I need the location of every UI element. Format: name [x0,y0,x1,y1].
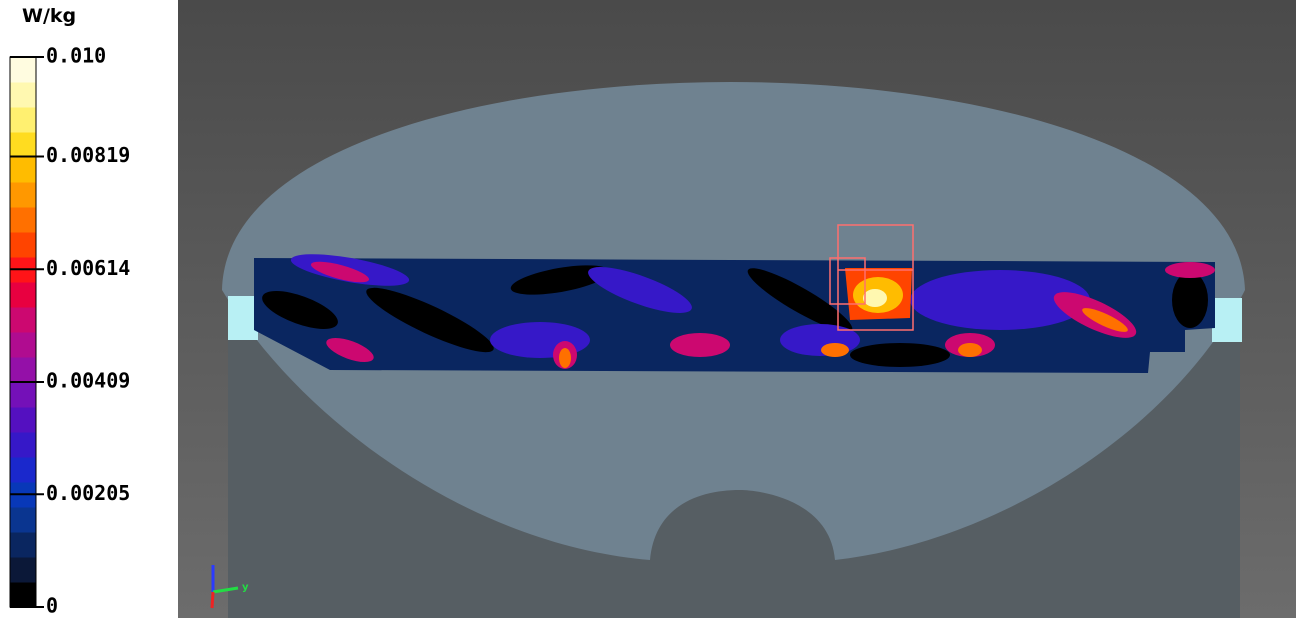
colorbar-band [10,232,36,258]
phantom-edge [1212,298,1242,342]
colorbar-band [10,107,36,133]
colorbar-band [10,307,36,333]
viewport: y [178,0,1296,618]
colorbar-band [10,332,36,358]
colorbar-band [10,532,36,558]
colorbar-band [10,457,36,483]
colorbar-tick-label: 0.00409 [46,369,130,393]
colorbar-band [10,82,36,108]
axis-triad: y [210,565,249,609]
colorbar-band [10,157,36,183]
colorbar-band [10,557,36,583]
colorbar-band [10,57,36,83]
colorbar-band [10,357,36,383]
colorbar-tick-label: 0.00205 [46,481,130,505]
colorbar-tick-label: 0 [46,594,58,618]
colorbar-band [10,507,36,533]
sar-map [254,224,1215,373]
colorbar-band [10,382,36,408]
colorbar-band [10,182,36,208]
colorbar-tick-label: 0.010 [46,44,106,68]
colorbar-band [10,407,36,433]
colorbar-unit: W/kg [22,5,76,27]
colorbar-band [10,432,36,458]
colorbar-tick-label: 0.00614 [46,256,130,280]
colorbar-band [10,207,36,233]
phantom-edge [228,296,258,340]
colorbar-band [10,282,36,308]
colorbar-band [10,582,36,608]
colorbar-band [10,132,36,158]
colorbar: W/kg 0 0.00205 0.00409 0.00614 0.00819 0.010 [9,5,130,618]
colorbar-tick-label: 0.00819 [46,143,130,167]
axis-label: y [242,582,249,593]
